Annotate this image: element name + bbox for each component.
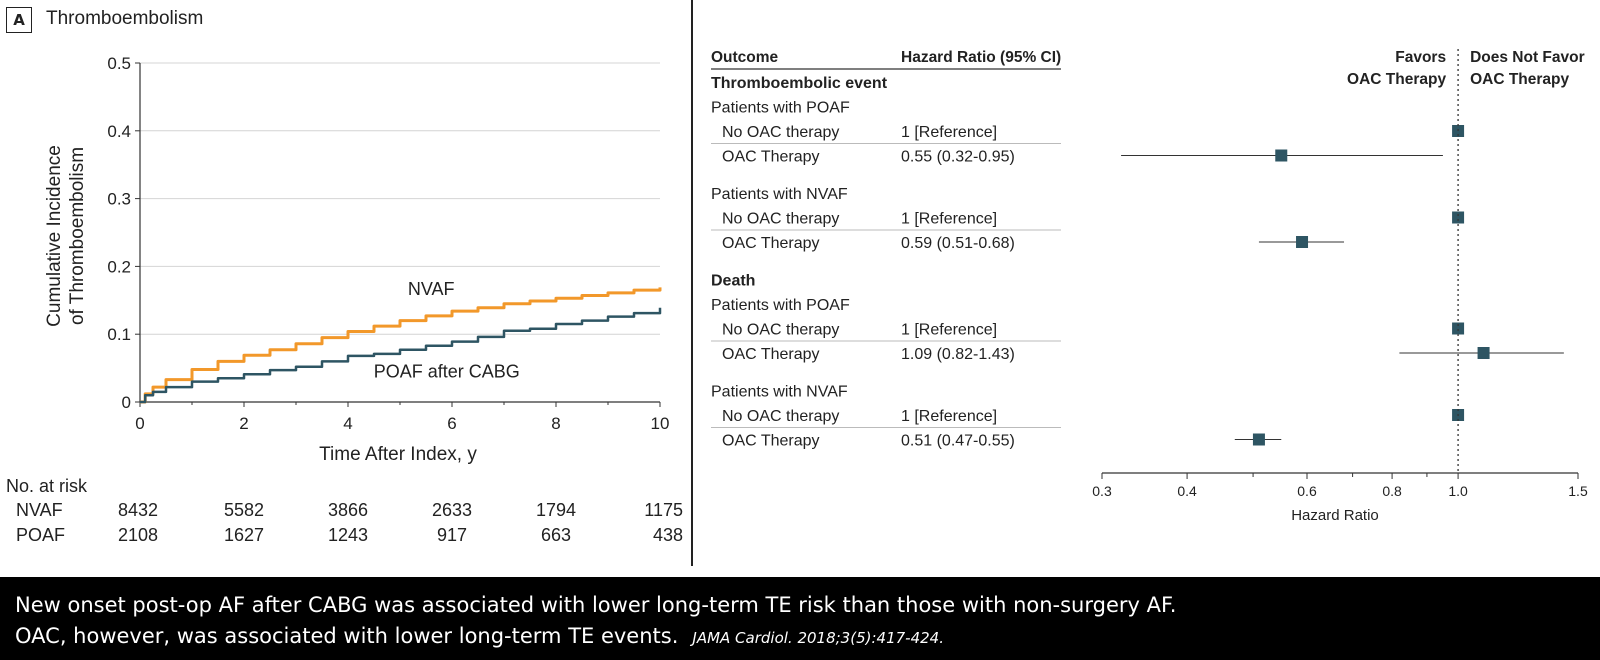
caption-line-1: New onset post-op AF after CABG was asso… bbox=[15, 593, 1177, 617]
therapy-label: OAC Therapy bbox=[722, 433, 820, 450]
risk-value: 3866 bbox=[328, 500, 368, 520]
risk-row-label: POAF bbox=[16, 525, 65, 545]
hr-marker bbox=[1296, 236, 1309, 248]
risk-value: 1627 bbox=[224, 525, 264, 545]
risk-value: 438 bbox=[653, 525, 683, 545]
therapy-label: No OAC therapy bbox=[722, 408, 839, 425]
panel-title: Thromboembolism bbox=[46, 8, 204, 29]
caption-line-2: OAC, however, was associated with lower … bbox=[15, 621, 1600, 654]
y-axis-label: Cumulative Incidence of Thromboembolism bbox=[44, 145, 88, 327]
risk-row-label: NVAF bbox=[16, 500, 63, 520]
km-chart: 0 0.1 0.2 0.3 0.4 0.5 0 2 4 6 8 10 Time After Index,… bbox=[6, 54, 683, 545]
patient-group-label: Patients with NVAF bbox=[711, 186, 848, 203]
x-tick-label: 0 bbox=[135, 414, 144, 433]
forest-x-tick-label: 0.3 bbox=[1092, 483, 1112, 499]
hr-text: 0.51 (0.47-0.55) bbox=[901, 433, 1015, 450]
series-label: NVAF bbox=[408, 279, 455, 299]
forest-x-tick-label: 1.5 bbox=[1568, 483, 1588, 499]
col-header-outcome: Outcome bbox=[711, 49, 779, 66]
risk-value: 1243 bbox=[328, 525, 368, 545]
x-tick-label: 2 bbox=[239, 414, 248, 433]
favors-right-line-2: OAC Therapy bbox=[1470, 71, 1569, 88]
risk-value: 917 bbox=[437, 525, 467, 545]
forest-x-tick-label: 1.0 bbox=[1448, 483, 1468, 499]
y-tick-label: 0.1 bbox=[107, 325, 131, 344]
hr-marker bbox=[1477, 347, 1490, 359]
series-line bbox=[140, 287, 662, 404]
therapy-label: No OAC therapy bbox=[722, 124, 839, 141]
series-line bbox=[140, 307, 662, 404]
hr-marker bbox=[1252, 433, 1265, 446]
caption-line-2-text: OAC, however, was associated with lower … bbox=[15, 624, 679, 648]
risk-value: 8432 bbox=[118, 500, 158, 520]
hr-text: 0.55 (0.32-0.95) bbox=[901, 149, 1015, 166]
hr-text: 1.09 (0.82-1.43) bbox=[901, 346, 1015, 363]
hr-marker bbox=[1452, 125, 1465, 137]
patient-group-label: Patients with NVAF bbox=[711, 384, 848, 401]
risk-value: 5582 bbox=[224, 500, 264, 520]
therapy-label: No OAC therapy bbox=[722, 322, 839, 339]
outcome-group-label: Thromboembolic event bbox=[711, 75, 888, 92]
hr-marker bbox=[1452, 211, 1465, 224]
y-axis-label-line-1: Cumulative Incidence bbox=[44, 145, 65, 327]
favors-right-line-1: Does Not Favor bbox=[1470, 49, 1585, 66]
hr-text: 1 [Reference] bbox=[901, 124, 997, 141]
x-tick-label: 6 bbox=[447, 414, 456, 433]
panel-divider bbox=[691, 0, 693, 566]
therapy-label: No OAC therapy bbox=[722, 211, 839, 228]
x-tick-label: 8 bbox=[551, 414, 560, 433]
forest-x-tick-label: 0.6 bbox=[1297, 483, 1317, 499]
therapy-label: OAC Therapy bbox=[722, 235, 820, 252]
x-axis-label: Time After Index, y bbox=[319, 444, 477, 465]
hr-marker bbox=[1452, 322, 1465, 335]
risk-table-header: No. at risk bbox=[6, 476, 88, 496]
risk-value: 1794 bbox=[536, 500, 576, 520]
patient-group-label: Patients with POAF bbox=[711, 297, 850, 314]
panel-letter: A bbox=[6, 7, 32, 33]
hr-text: 1 [Reference] bbox=[901, 322, 997, 339]
caption-citation: JAMA Cardiol. 2018;3(5):417-424. bbox=[692, 629, 944, 647]
outcome-group-label: Death bbox=[711, 273, 755, 290]
forest-x-axis-label: Hazard Ratio bbox=[1291, 507, 1379, 524]
col-header-hr: Hazard Ratio (95% CI) bbox=[901, 49, 1061, 66]
series-label: POAF after CABG bbox=[374, 362, 520, 382]
forest-x-tick-label: 0.4 bbox=[1177, 483, 1197, 499]
y-tick-label: 0.4 bbox=[107, 122, 131, 141]
risk-value: 2633 bbox=[432, 500, 472, 520]
risk-value: 2108 bbox=[118, 525, 158, 545]
forest-x-tick-label: 0.8 bbox=[1382, 483, 1402, 499]
hr-text: 0.59 (0.51-0.68) bbox=[901, 235, 1015, 252]
hr-marker bbox=[1275, 149, 1288, 162]
hr-marker bbox=[1452, 409, 1465, 421]
hr-text: 1 [Reference] bbox=[901, 211, 997, 228]
y-tick-label: 0.5 bbox=[107, 54, 131, 73]
therapy-label: OAC Therapy bbox=[722, 149, 820, 166]
y-tick-label: 0.2 bbox=[107, 257, 131, 276]
caption-bar: New onset post-op AF after CABG was asso… bbox=[0, 577, 1600, 660]
risk-value: 663 bbox=[541, 525, 571, 545]
favors-left-line-2: OAC Therapy bbox=[1347, 71, 1446, 88]
x-tick-label: 10 bbox=[651, 414, 670, 433]
patient-group-label: Patients with POAF bbox=[711, 100, 850, 117]
y-tick-label: 0.3 bbox=[107, 190, 131, 209]
hr-text: 1 [Reference] bbox=[901, 408, 997, 425]
y-axis-label-line-2: of Thromboembolism bbox=[67, 147, 88, 325]
therapy-label: OAC Therapy bbox=[722, 346, 820, 363]
y-tick-label: 0 bbox=[122, 393, 131, 412]
x-tick-label: 4 bbox=[343, 414, 352, 433]
favors-left-line-1: Favors bbox=[1395, 49, 1446, 66]
risk-value: 1175 bbox=[644, 500, 683, 520]
